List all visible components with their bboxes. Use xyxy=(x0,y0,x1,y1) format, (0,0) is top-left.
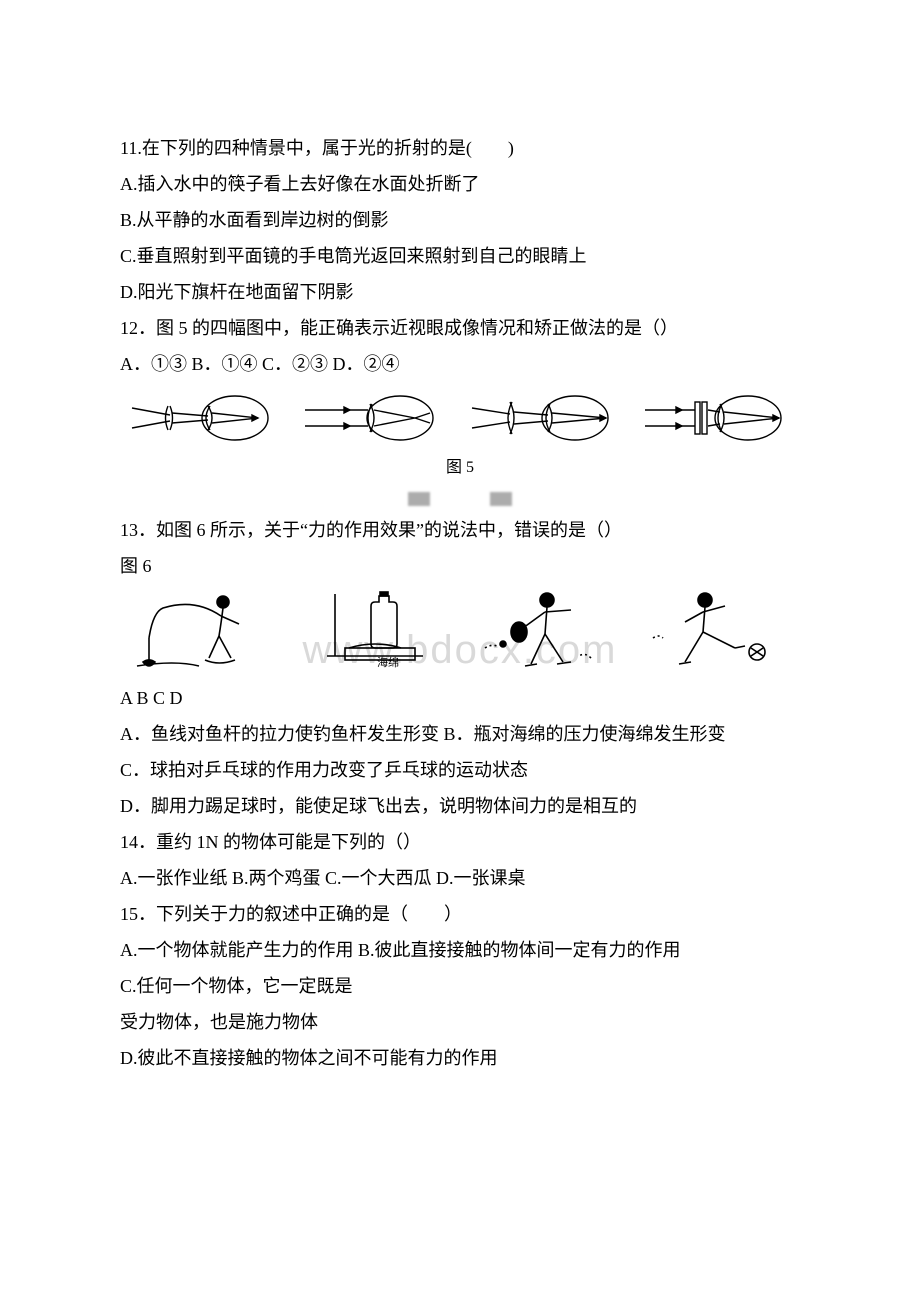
q11-stem: 11.在下列的四种情景中，属于光的折射的是( ) xyxy=(120,130,800,166)
q13-figure-row: 海绵 xyxy=(120,588,800,678)
q12-figure-row xyxy=(120,388,800,448)
fishing-icon xyxy=(135,588,275,678)
q15-option-c1: C.任何一个物体，它一定既是 xyxy=(120,968,800,1004)
q11-option-c: C.垂直照射到平面镜的手电筒光返回来照射到自己的眼睛上 xyxy=(120,238,800,274)
q12-fig-1 xyxy=(120,388,290,448)
q13-option-c: C．球拍对乒乓球的作用力改变了乒乓球的运动状态 xyxy=(120,752,800,788)
q13-stem: 13．如图 6 所示，关于“力的作用效果”的说法中，错误的是（） xyxy=(120,512,800,548)
q12-fig-4 xyxy=(630,388,800,448)
eye-diagram-4-icon xyxy=(640,388,790,448)
q15-option-ab: A.一个物体就能产生力的作用 B.彼此直接接触的物体间一定有力的作用 xyxy=(120,932,800,968)
eye-diagram-2-icon xyxy=(300,388,450,448)
q13-pic-c xyxy=(460,588,630,678)
q12-options: A．①③ B．①④ C．②③ D．②④ xyxy=(120,346,800,382)
blob-icon xyxy=(490,492,512,506)
blob-icon xyxy=(408,492,430,506)
q15-stem: 15．下列关于力的叙述中正确的是（ ） xyxy=(120,896,800,932)
q12-fig-2 xyxy=(290,388,460,448)
q12-fig-3 xyxy=(460,388,630,448)
q11-option-d: D.阳光下旗杆在地面留下阴影 xyxy=(120,274,800,310)
q13-pic-b: 海绵 xyxy=(290,588,460,678)
decorative-blobs xyxy=(120,492,800,506)
pingpong-icon xyxy=(475,588,615,678)
q11-option-a: A.插入水中的筷子看上去好像在水面处折断了 xyxy=(120,166,800,202)
eye-diagram-3-icon xyxy=(470,388,620,448)
q12-stem: 12．图 5 的四幅图中，能正确表示近视眼成像情况和矫正做法的是（） xyxy=(120,310,800,346)
q14-options: A.一张作业纸 B.两个鸡蛋 C.一个大西瓜 D.一张课桌 xyxy=(120,860,800,896)
q13-labels: A B C D xyxy=(120,680,800,716)
q13-fig-label: 图 6 xyxy=(120,548,800,584)
q12-caption: 图 5 xyxy=(120,452,800,484)
q11-option-b: B.从平静的水面看到岸边树的倒影 xyxy=(120,202,800,238)
q15-option-d: D.彼此不直接接触的物体之间不可能有力的作用 xyxy=(120,1040,800,1076)
q13-pic-a xyxy=(120,588,290,678)
bottle-sponge-icon: 海绵 xyxy=(305,588,445,678)
eye-diagram-1-icon xyxy=(130,388,280,448)
q13-pic-d xyxy=(630,588,800,678)
kicking-icon xyxy=(645,588,785,678)
sponge-label: 海绵 xyxy=(377,655,399,669)
page-content: 11.在下列的四种情景中，属于光的折射的是( ) A.插入水中的筷子看上去好像在… xyxy=(120,130,800,1076)
q13-option-d: D．脚用力踢足球时，能使足球飞出去，说明物体间力的是相互的 xyxy=(120,788,800,824)
q15-option-c2: 受力物体，也是施力物体 xyxy=(120,1004,800,1040)
q14-stem: 14．重约 1N 的物体可能是下列的（） xyxy=(120,824,800,860)
q13-option-ab: A．鱼线对鱼杆的拉力使钓鱼杆发生形变 B．瓶对海绵的压力使海绵发生形变 xyxy=(120,716,800,752)
